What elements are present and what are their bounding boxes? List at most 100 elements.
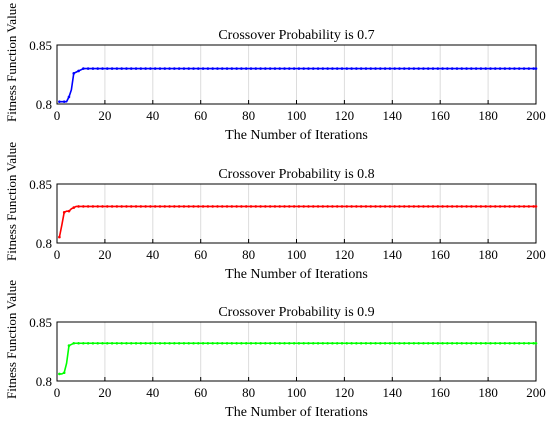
data-point (101, 341, 104, 345)
data-point (383, 341, 387, 345)
data-point (220, 341, 224, 345)
data-point (149, 67, 152, 70)
y-axis-label: Fitness Function Value (4, 3, 19, 122)
data-point (431, 205, 435, 208)
subplot-title: Crossover Probability is 0.9 (218, 305, 374, 320)
x-tick-label: 20 (98, 247, 111, 262)
x-axis-label: The Number of Iterations (225, 405, 368, 420)
data-point (158, 205, 162, 208)
data-point (460, 67, 464, 70)
data-point (278, 67, 282, 70)
data-point (522, 205, 526, 208)
data-point (144, 67, 147, 70)
data-point (158, 341, 162, 345)
y-tick-label: 0.8 (36, 97, 52, 112)
data-point (489, 341, 492, 345)
data-point (82, 341, 85, 345)
data-point (532, 67, 535, 70)
data-point (532, 341, 535, 345)
x-tick-label: 180 (478, 108, 498, 123)
data-point (450, 341, 454, 345)
data-point (225, 67, 229, 70)
data-point (211, 341, 214, 345)
x-tick-label: 40 (146, 247, 159, 262)
series-line (59, 67, 536, 103)
data-point (101, 67, 104, 70)
data-point (311, 341, 315, 345)
data-point (58, 235, 61, 239)
data-point (513, 67, 516, 70)
x-tick-label: 0 (54, 247, 61, 262)
data-point (402, 205, 406, 208)
x-tick-label: 80 (242, 385, 255, 400)
data-point (268, 341, 272, 345)
data-point (534, 341, 538, 345)
data-point (369, 67, 373, 70)
data-point (163, 341, 167, 345)
data-point (125, 205, 128, 208)
data-point (326, 67, 329, 70)
data-point (460, 205, 464, 208)
data-point (197, 341, 200, 345)
data-point (153, 67, 157, 70)
data-point (273, 205, 277, 208)
data-point (455, 341, 459, 345)
data-point (249, 341, 253, 345)
data-point (532, 205, 535, 208)
x-tick-label: 120 (335, 247, 355, 262)
data-point (355, 341, 358, 345)
data-point (446, 341, 449, 345)
data-point (493, 341, 497, 345)
data-point (508, 67, 511, 70)
data-point (278, 205, 282, 208)
data-point (67, 344, 71, 347)
x-tick-label: 160 (430, 385, 450, 400)
x-tick-label: 120 (335, 385, 355, 400)
data-point (335, 205, 339, 208)
data-point (105, 341, 109, 345)
data-point (264, 67, 267, 70)
data-point (422, 67, 425, 70)
data-point (139, 67, 143, 70)
data-point (326, 341, 329, 345)
data-point (460, 341, 464, 345)
data-point (369, 205, 373, 208)
subplot-crossover-0-7: Crossover Probability is 0.7 Fitness Fun… (4, 3, 546, 143)
data-point (527, 67, 531, 70)
data-point (455, 67, 459, 70)
x-tick-label: 100 (287, 108, 307, 123)
data-point (436, 205, 440, 208)
data-point (134, 205, 138, 208)
data-point (393, 67, 396, 70)
x-axis-label: The Number of Iterations (225, 128, 368, 143)
data-point (144, 205, 147, 208)
data-point (316, 341, 320, 345)
x-tick-label: 60 (194, 385, 207, 400)
data-point (149, 341, 152, 345)
data-point (110, 341, 114, 345)
data-point (479, 205, 483, 208)
data-point (67, 95, 71, 99)
data-point (201, 341, 205, 345)
data-point (489, 205, 492, 208)
data-point (187, 205, 191, 208)
data-point (168, 205, 171, 208)
data-point (177, 205, 181, 208)
data-point (235, 205, 238, 208)
data-point (426, 67, 430, 70)
data-point (134, 341, 138, 345)
data-point (331, 341, 334, 345)
x-tick-label: 100 (287, 247, 307, 262)
data-point (364, 341, 368, 345)
data-point (192, 205, 195, 208)
data-point (417, 205, 420, 208)
data-point (254, 341, 258, 345)
data-point (534, 67, 538, 70)
x-tick-label: 140 (383, 385, 403, 400)
data-point (230, 341, 234, 345)
data-point (484, 205, 488, 208)
data-point (302, 341, 305, 345)
data-point (484, 341, 488, 345)
x-tick-label: 20 (98, 108, 111, 123)
